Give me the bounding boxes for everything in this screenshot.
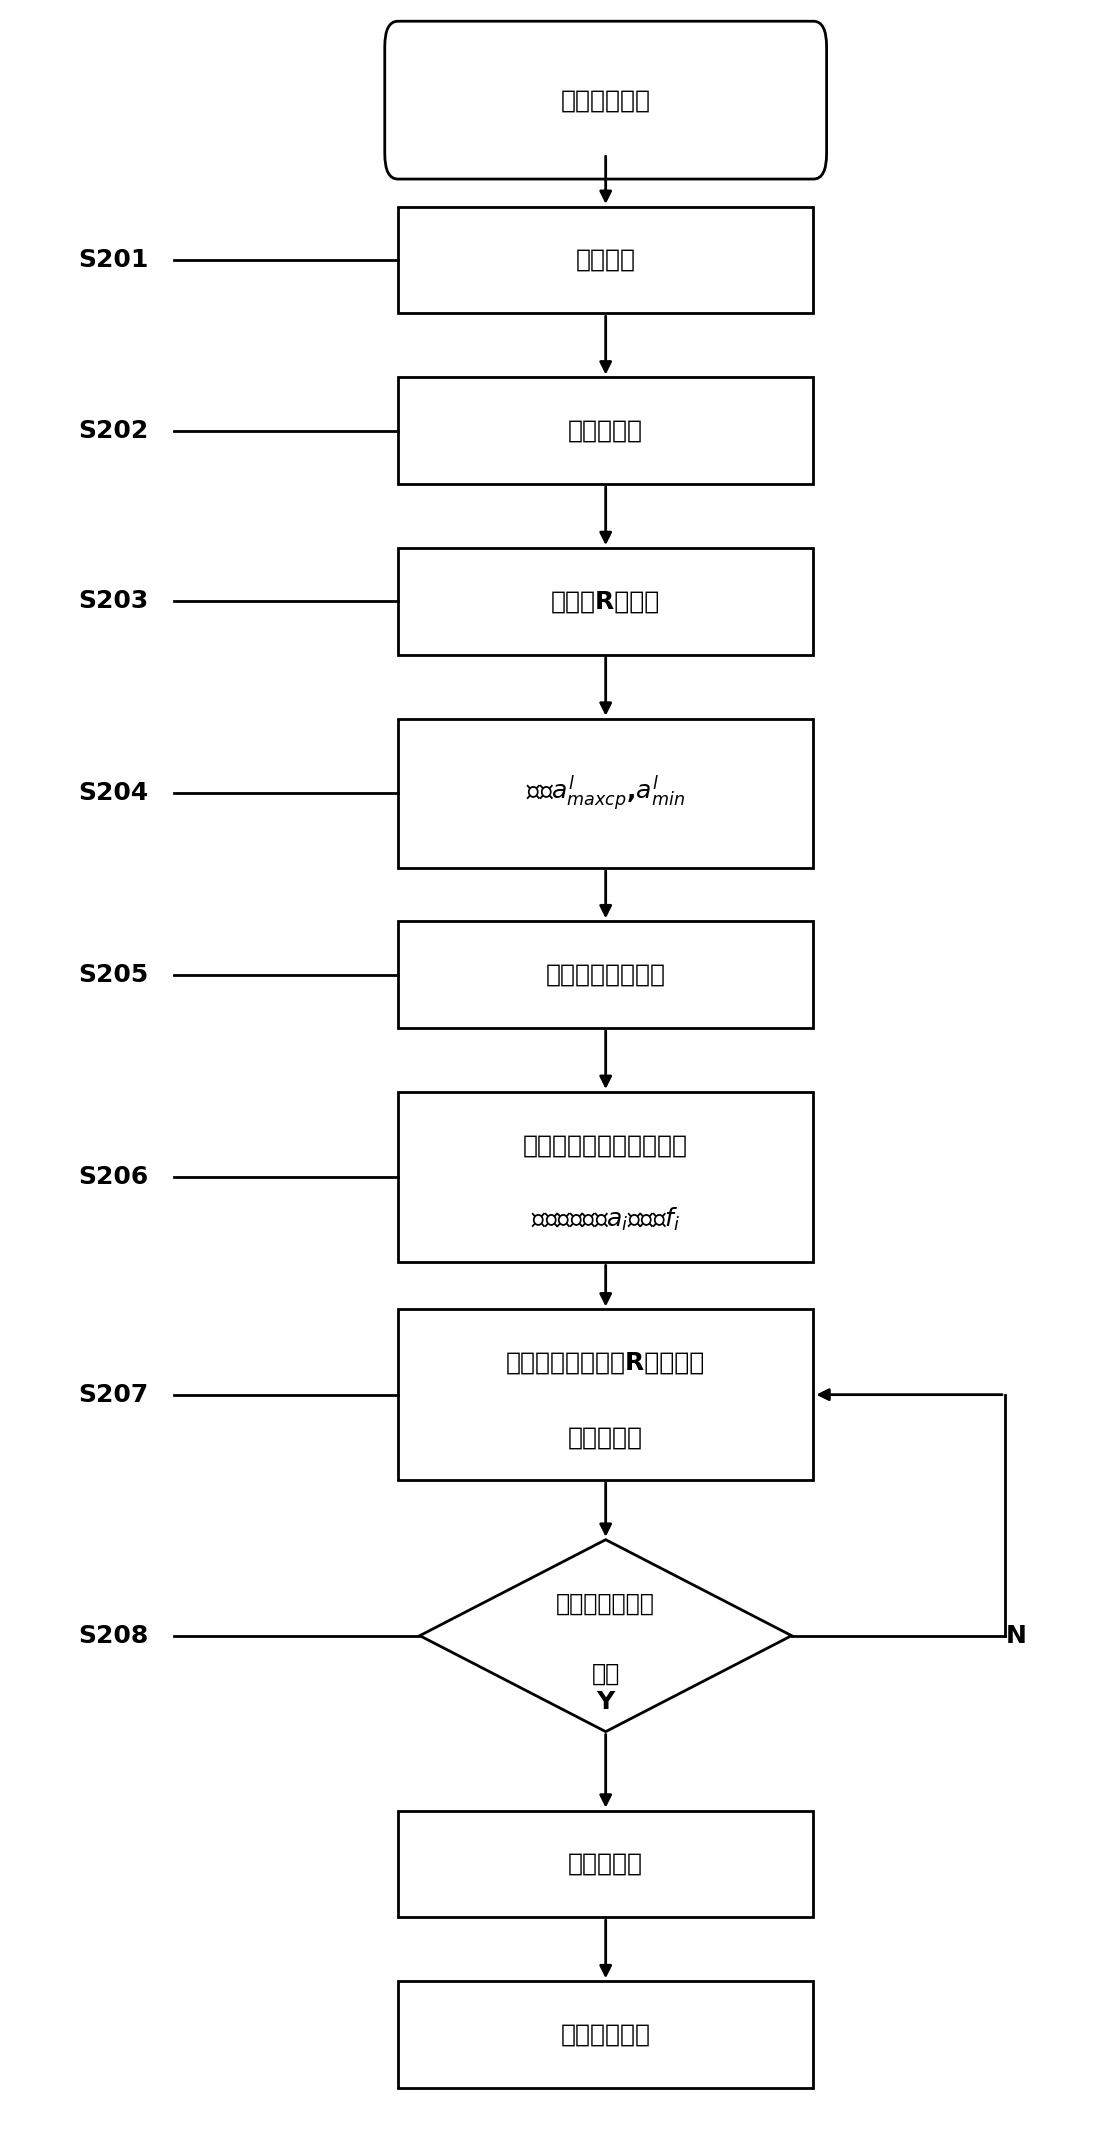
Text: S204: S204 <box>78 781 149 805</box>
Text: 计算机初始化: 计算机初始化 <box>561 88 650 111</box>
Text: S208: S208 <box>78 1623 149 1649</box>
Text: 输出胎儿胎音: 输出胎儿胎音 <box>561 2023 650 2047</box>
Text: 信号预处理: 信号预处理 <box>569 420 644 443</box>
FancyBboxPatch shape <box>385 21 826 180</box>
Text: S201: S201 <box>78 248 149 272</box>
Bar <box>398 719 813 867</box>
Bar <box>398 1811 813 1916</box>
Text: 确定$a^l_{maxcp}$,$a^l_{min}$: 确定$a^l_{maxcp}$,$a^l_{min}$ <box>526 773 685 814</box>
Text: 驱动扬声器: 驱动扬声器 <box>569 1852 644 1876</box>
Bar <box>398 1092 813 1263</box>
Text: 生成一系列断续的R波波形电: 生成一系列断续的R波波形电 <box>506 1351 705 1375</box>
Text: 根据线性回归函数，由胎: 根据线性回归函数，由胎 <box>523 1133 688 1156</box>
Bar <box>398 208 813 313</box>
Text: 儿心电采样点$a_i$计算得$f_i$: 儿心电采样点$a_i$计算得$f_i$ <box>531 1205 680 1233</box>
Text: S205: S205 <box>78 963 149 987</box>
Bar <box>398 548 813 655</box>
Text: 长？: 长？ <box>592 1661 619 1687</box>
Text: 是否到信号总时: 是否到信号总时 <box>557 1591 655 1616</box>
Text: S207: S207 <box>78 1383 149 1407</box>
Bar <box>398 377 813 484</box>
Text: 信号输入: 信号输入 <box>575 248 636 272</box>
Text: N: N <box>1005 1623 1026 1649</box>
Bar <box>398 921 813 1028</box>
Text: 筛选出R波波形: 筛选出R波波形 <box>551 589 660 612</box>
Text: Y: Y <box>596 1689 615 1713</box>
Bar <box>398 1980 813 2087</box>
Text: 建立线性回归函数: 建立线性回归函数 <box>545 963 666 987</box>
Text: 压方波脉冲: 压方波脉冲 <box>569 1426 644 1449</box>
Text: S203: S203 <box>78 589 149 612</box>
Polygon shape <box>420 1539 791 1732</box>
Text: S206: S206 <box>78 1165 149 1188</box>
Bar <box>398 1310 813 1479</box>
Text: S202: S202 <box>78 420 149 443</box>
